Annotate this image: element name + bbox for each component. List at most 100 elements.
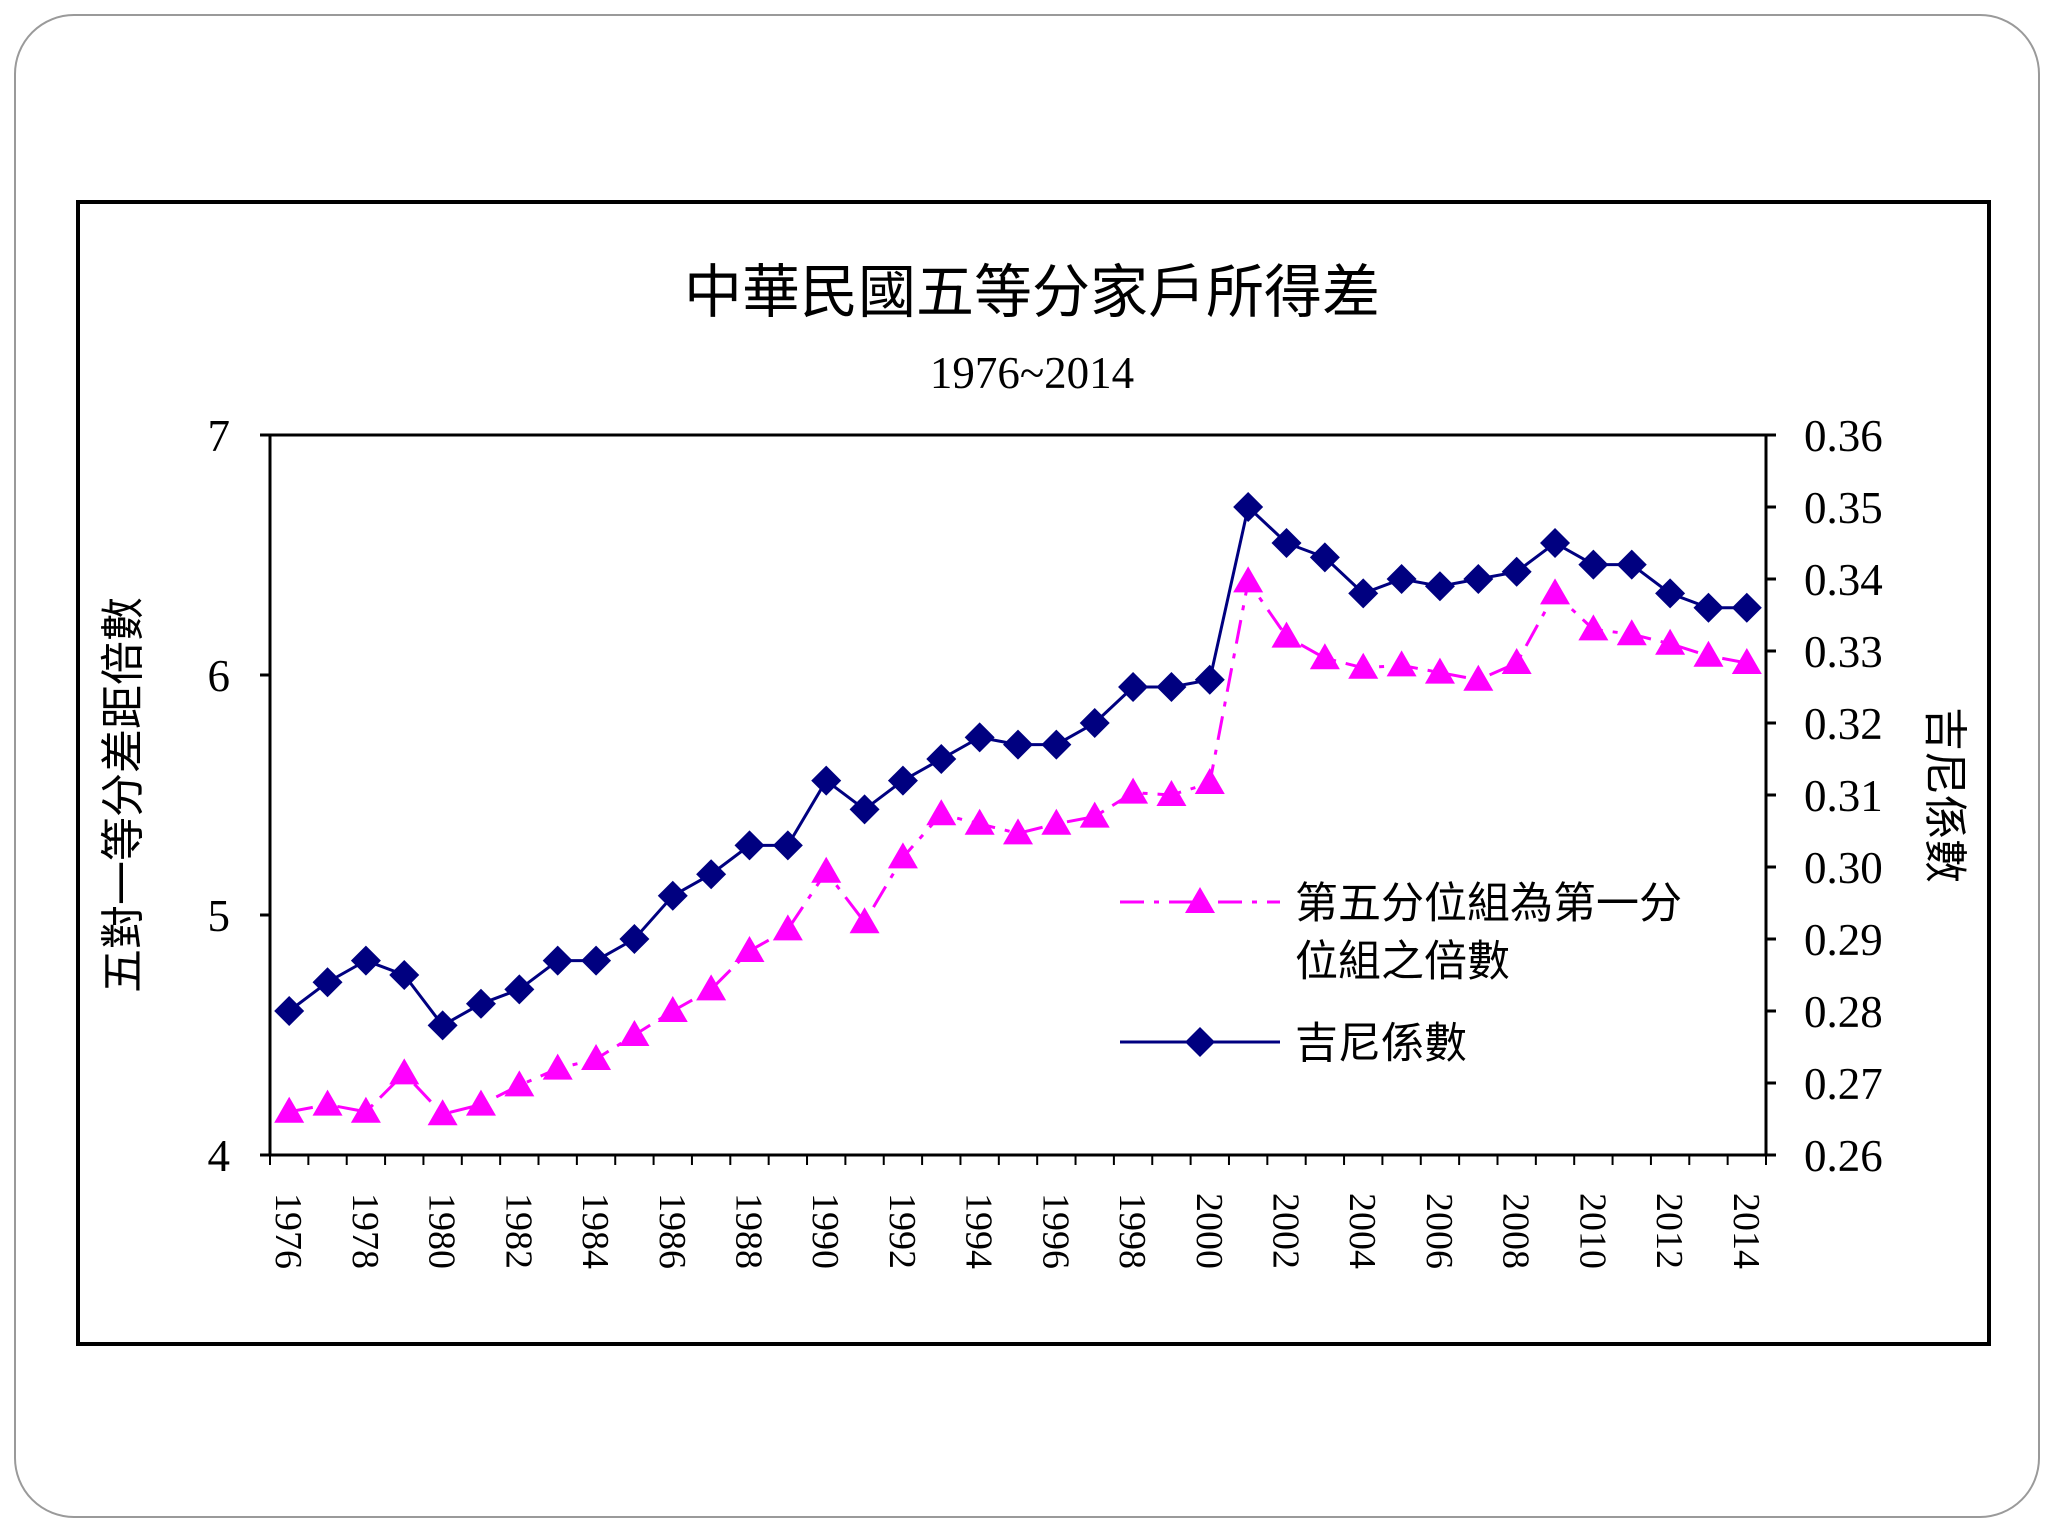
y-right-tick-label: 0.33 xyxy=(1804,627,1883,677)
ratio-point xyxy=(389,1058,420,1085)
ratio-point xyxy=(1731,648,1762,674)
series-line-2 xyxy=(288,504,1747,1028)
gini-point xyxy=(772,830,803,861)
x-tick-label: 1992 xyxy=(881,1193,923,1269)
ratio-point xyxy=(1309,643,1340,670)
ratio-point xyxy=(1118,777,1149,804)
ratio-point xyxy=(1194,768,1225,794)
gini-point xyxy=(1233,492,1264,522)
ratio-point xyxy=(1348,652,1379,679)
y-right-tick-label: 0.29 xyxy=(1804,915,1883,965)
y-left-tick-label: 4 xyxy=(208,1131,231,1181)
x-tick-label: 2004 xyxy=(1341,1193,1383,1269)
ratio-point xyxy=(1271,621,1302,648)
x-tick-label: 1980 xyxy=(421,1193,463,1269)
ratio-point xyxy=(1424,657,1455,684)
gini-point xyxy=(1118,672,1149,702)
ratio-point xyxy=(887,842,918,869)
legend-marker-ratio xyxy=(1185,887,1215,913)
ratio-point xyxy=(1655,628,1686,655)
ratio-point xyxy=(811,856,842,883)
y-axis-left-title: 五對一等分差距倍數 xyxy=(99,597,148,993)
gini-point xyxy=(964,722,995,753)
gini-point xyxy=(542,945,573,976)
gini-point xyxy=(465,988,496,1019)
y-right-tick-label: 0.30 xyxy=(1804,843,1883,893)
legend: 第五分位組為第一分 位組之倍數 吉尼係數 xyxy=(1120,880,1682,1068)
ratio-point xyxy=(542,1053,573,1080)
gini-point xyxy=(1348,578,1379,609)
gini-point xyxy=(1655,578,1686,609)
gini-point xyxy=(1540,528,1571,558)
series-line-1 xyxy=(288,577,1748,1116)
ratio-point xyxy=(657,996,688,1022)
gini-point xyxy=(657,880,688,911)
gini-point xyxy=(849,794,880,825)
ratio-point xyxy=(1079,801,1110,828)
ratio-point xyxy=(926,799,957,826)
legend-label-gini: 吉尼係數 xyxy=(1295,1021,1467,1068)
ratio-point xyxy=(1578,614,1609,641)
ratio-point xyxy=(1233,566,1264,593)
x-tick-label: 2010 xyxy=(1571,1193,1613,1269)
gini-point xyxy=(1309,542,1340,573)
gini-point xyxy=(696,859,727,890)
x-tick-label: 1978 xyxy=(344,1193,386,1269)
ratio-point xyxy=(581,1044,612,1070)
gini-point xyxy=(312,967,343,998)
gini-point xyxy=(1578,549,1609,580)
gini-point xyxy=(1731,592,1762,623)
ratio-point xyxy=(1463,664,1494,691)
y-right-tick-label: 0.35 xyxy=(1804,483,1883,533)
y-right-tick-label: 0.36 xyxy=(1804,411,1883,461)
gini-point xyxy=(1386,564,1417,594)
ratio-point xyxy=(734,936,765,962)
y-right-tick-label: 0.32 xyxy=(1804,699,1883,749)
gini-point xyxy=(350,945,381,976)
ratio-point xyxy=(465,1089,496,1116)
ratio-point xyxy=(772,914,803,941)
ratio-point xyxy=(849,907,880,934)
ratio-point xyxy=(964,808,995,835)
gini-point xyxy=(1616,549,1647,580)
ratio-point xyxy=(350,1096,381,1123)
y-right-tick-label: 0.26 xyxy=(1804,1131,1883,1181)
legend-label-ratio-line2: 位組之倍數 xyxy=(1295,938,1510,986)
x-tick-label: 2006 xyxy=(1418,1193,1460,1269)
gini-point xyxy=(1003,729,1033,760)
gini-point xyxy=(427,1010,458,1041)
y-left-tick-label: 5 xyxy=(208,891,231,941)
ratio-point xyxy=(1616,619,1647,646)
chart-subtitle: 1976~2014 xyxy=(930,348,1134,398)
x-tick-label: 2002 xyxy=(1265,1193,1307,1269)
ratio-point xyxy=(696,974,727,1001)
y-right-tick-label: 0.27 xyxy=(1804,1059,1883,1109)
ratio-point xyxy=(274,1096,305,1123)
gini-point xyxy=(619,924,650,954)
gini-point xyxy=(1424,571,1455,602)
gini-point xyxy=(274,996,305,1026)
gini-point xyxy=(734,830,765,861)
gini-point xyxy=(581,945,612,976)
x-tick-label: 2014 xyxy=(1725,1193,1767,1269)
gini-point xyxy=(1501,556,1532,587)
ratio-point xyxy=(1540,578,1571,605)
y-left-tick-label: 7 xyxy=(208,411,231,461)
chart-title: 中華民國五等分家戶所得差 xyxy=(684,260,1380,325)
x-tick-label: 1998 xyxy=(1111,1193,1153,1269)
gini-point xyxy=(1041,729,1072,760)
x-tick-label: 1986 xyxy=(651,1193,693,1269)
ratio-point xyxy=(1003,818,1033,845)
y-right-tick-label: 0.31 xyxy=(1804,771,1883,821)
x-tick-label: 2000 xyxy=(1188,1193,1230,1269)
y-left-tick-label: 6 xyxy=(208,651,231,701)
x-tick-label: 1984 xyxy=(574,1193,616,1269)
gini-point xyxy=(1271,528,1302,558)
gini-point xyxy=(504,974,535,1005)
gini-point xyxy=(1693,592,1724,623)
ratio-point xyxy=(1041,808,1072,835)
ratio-point xyxy=(504,1070,535,1097)
gini-point xyxy=(1079,708,1110,738)
x-tick-label: 1988 xyxy=(727,1193,769,1269)
